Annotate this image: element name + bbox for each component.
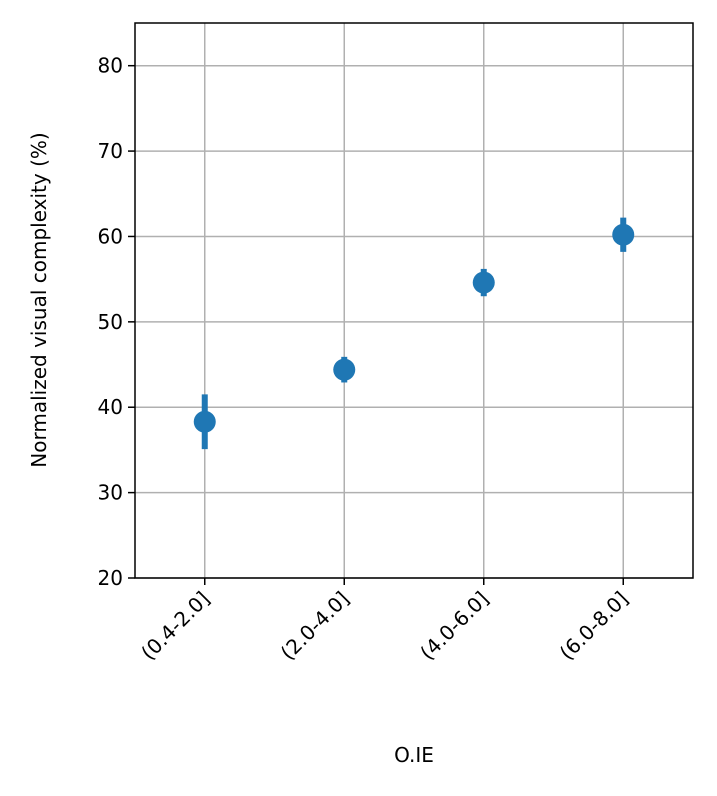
x-tick-label: (0.4-2.0] [136, 587, 214, 665]
y-tick-label: 60 [98, 224, 123, 248]
y-tick-label: 50 [98, 310, 123, 334]
x-tick-label: (2.0-4.0] [276, 587, 354, 665]
y-tick-label: 70 [98, 139, 123, 163]
y-tick-label: 40 [98, 395, 123, 419]
y-tick-label: 20 [98, 566, 123, 590]
x-tick-label: (6.0-8.0] [555, 587, 633, 665]
y-tick-label: 30 [98, 481, 123, 505]
data-point [333, 358, 356, 381]
y-axis-label: Normalized visual complexity (%) [27, 132, 51, 467]
y-tick-label: 80 [98, 54, 123, 78]
x-tick-label: (4.0-6.0] [415, 587, 493, 665]
plot-frame [134, 22, 694, 579]
x-axis-label: O.IE [394, 743, 434, 767]
data-point [612, 223, 635, 246]
data-point [193, 410, 216, 433]
data-point [472, 271, 495, 294]
